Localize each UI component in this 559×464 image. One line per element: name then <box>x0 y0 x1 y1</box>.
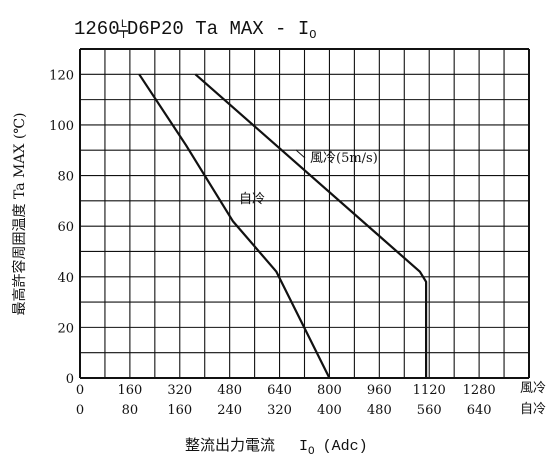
x-tick-label-row1: 320 <box>167 383 192 398</box>
y-tick-label: 60 <box>57 220 74 235</box>
x-tick-label-row2: 320 <box>267 403 292 418</box>
x-axis-label: 整流出力電流 IO (Adc) <box>185 436 368 458</box>
x-tick-label-row2: 240 <box>217 403 242 418</box>
x-tick-label-row2: 80 <box>122 403 139 418</box>
grid <box>79 48 530 379</box>
title-subscript: O <box>309 28 316 42</box>
chart-title: 1260L TD6P20 Ta MAX - IO <box>74 18 316 42</box>
x-tick-label-row2: 560 <box>417 403 442 418</box>
x-tick-label-row1: 0 <box>76 383 84 398</box>
y-tick-label: 120 <box>49 68 74 83</box>
title-fraction-bottom: T <box>120 30 127 42</box>
x-row1-scale-name: 風冷 <box>520 381 546 396</box>
x-row2-scale-name: 自冷 <box>520 402 546 417</box>
x-tick-label-row1: 480 <box>217 383 242 398</box>
y-tick-label: 80 <box>57 170 74 185</box>
x-tick-label-row2: 400 <box>317 403 342 418</box>
y-tick-labels: 0 20 40 60 80 100 120 <box>49 68 74 387</box>
x-tick-label-row1: 800 <box>317 383 342 398</box>
y-axis-label: 最高許容周囲温度 Ta MAX (℃) <box>11 113 28 316</box>
title-fraction-top: L <box>121 19 128 31</box>
x-tick-label-row1: 1120 <box>413 383 446 398</box>
x-tick-label-row2: 480 <box>367 403 392 418</box>
x-tick-label-row2: 0 <box>76 403 84 418</box>
y-tick-label: 40 <box>57 271 74 286</box>
y-tick-label: 0 <box>66 372 74 387</box>
x-tick-label-row2: 160 <box>167 403 192 418</box>
series-label-forced-air: 風冷(5m/s) <box>310 151 378 166</box>
series-layer <box>138 73 428 379</box>
svg-text:最高許容周囲温度 Ta MAX (℃): 最高許容周囲温度 Ta MAX (℃) <box>11 113 28 316</box>
y-tick-label: 20 <box>57 321 74 336</box>
series-label-leader <box>295 149 306 159</box>
y-tick-label: 100 <box>49 119 74 134</box>
series-label-natural: 自冷 <box>239 192 265 207</box>
x-tick-label-row1: 160 <box>117 383 142 398</box>
x-tick-label-row2: 640 <box>467 403 492 418</box>
x-tick-label-row1: 1280 <box>463 383 496 398</box>
x-tick-label-row1: 640 <box>267 383 292 398</box>
x-tick-labels: 0 160 320 480 640 800 960 1120 1280 0 80 160 240 320 4… <box>76 383 496 418</box>
x-tick-label-row1: 960 <box>367 383 392 398</box>
series-line-natural <box>138 73 331 379</box>
series-line-forced-air <box>194 73 428 378</box>
